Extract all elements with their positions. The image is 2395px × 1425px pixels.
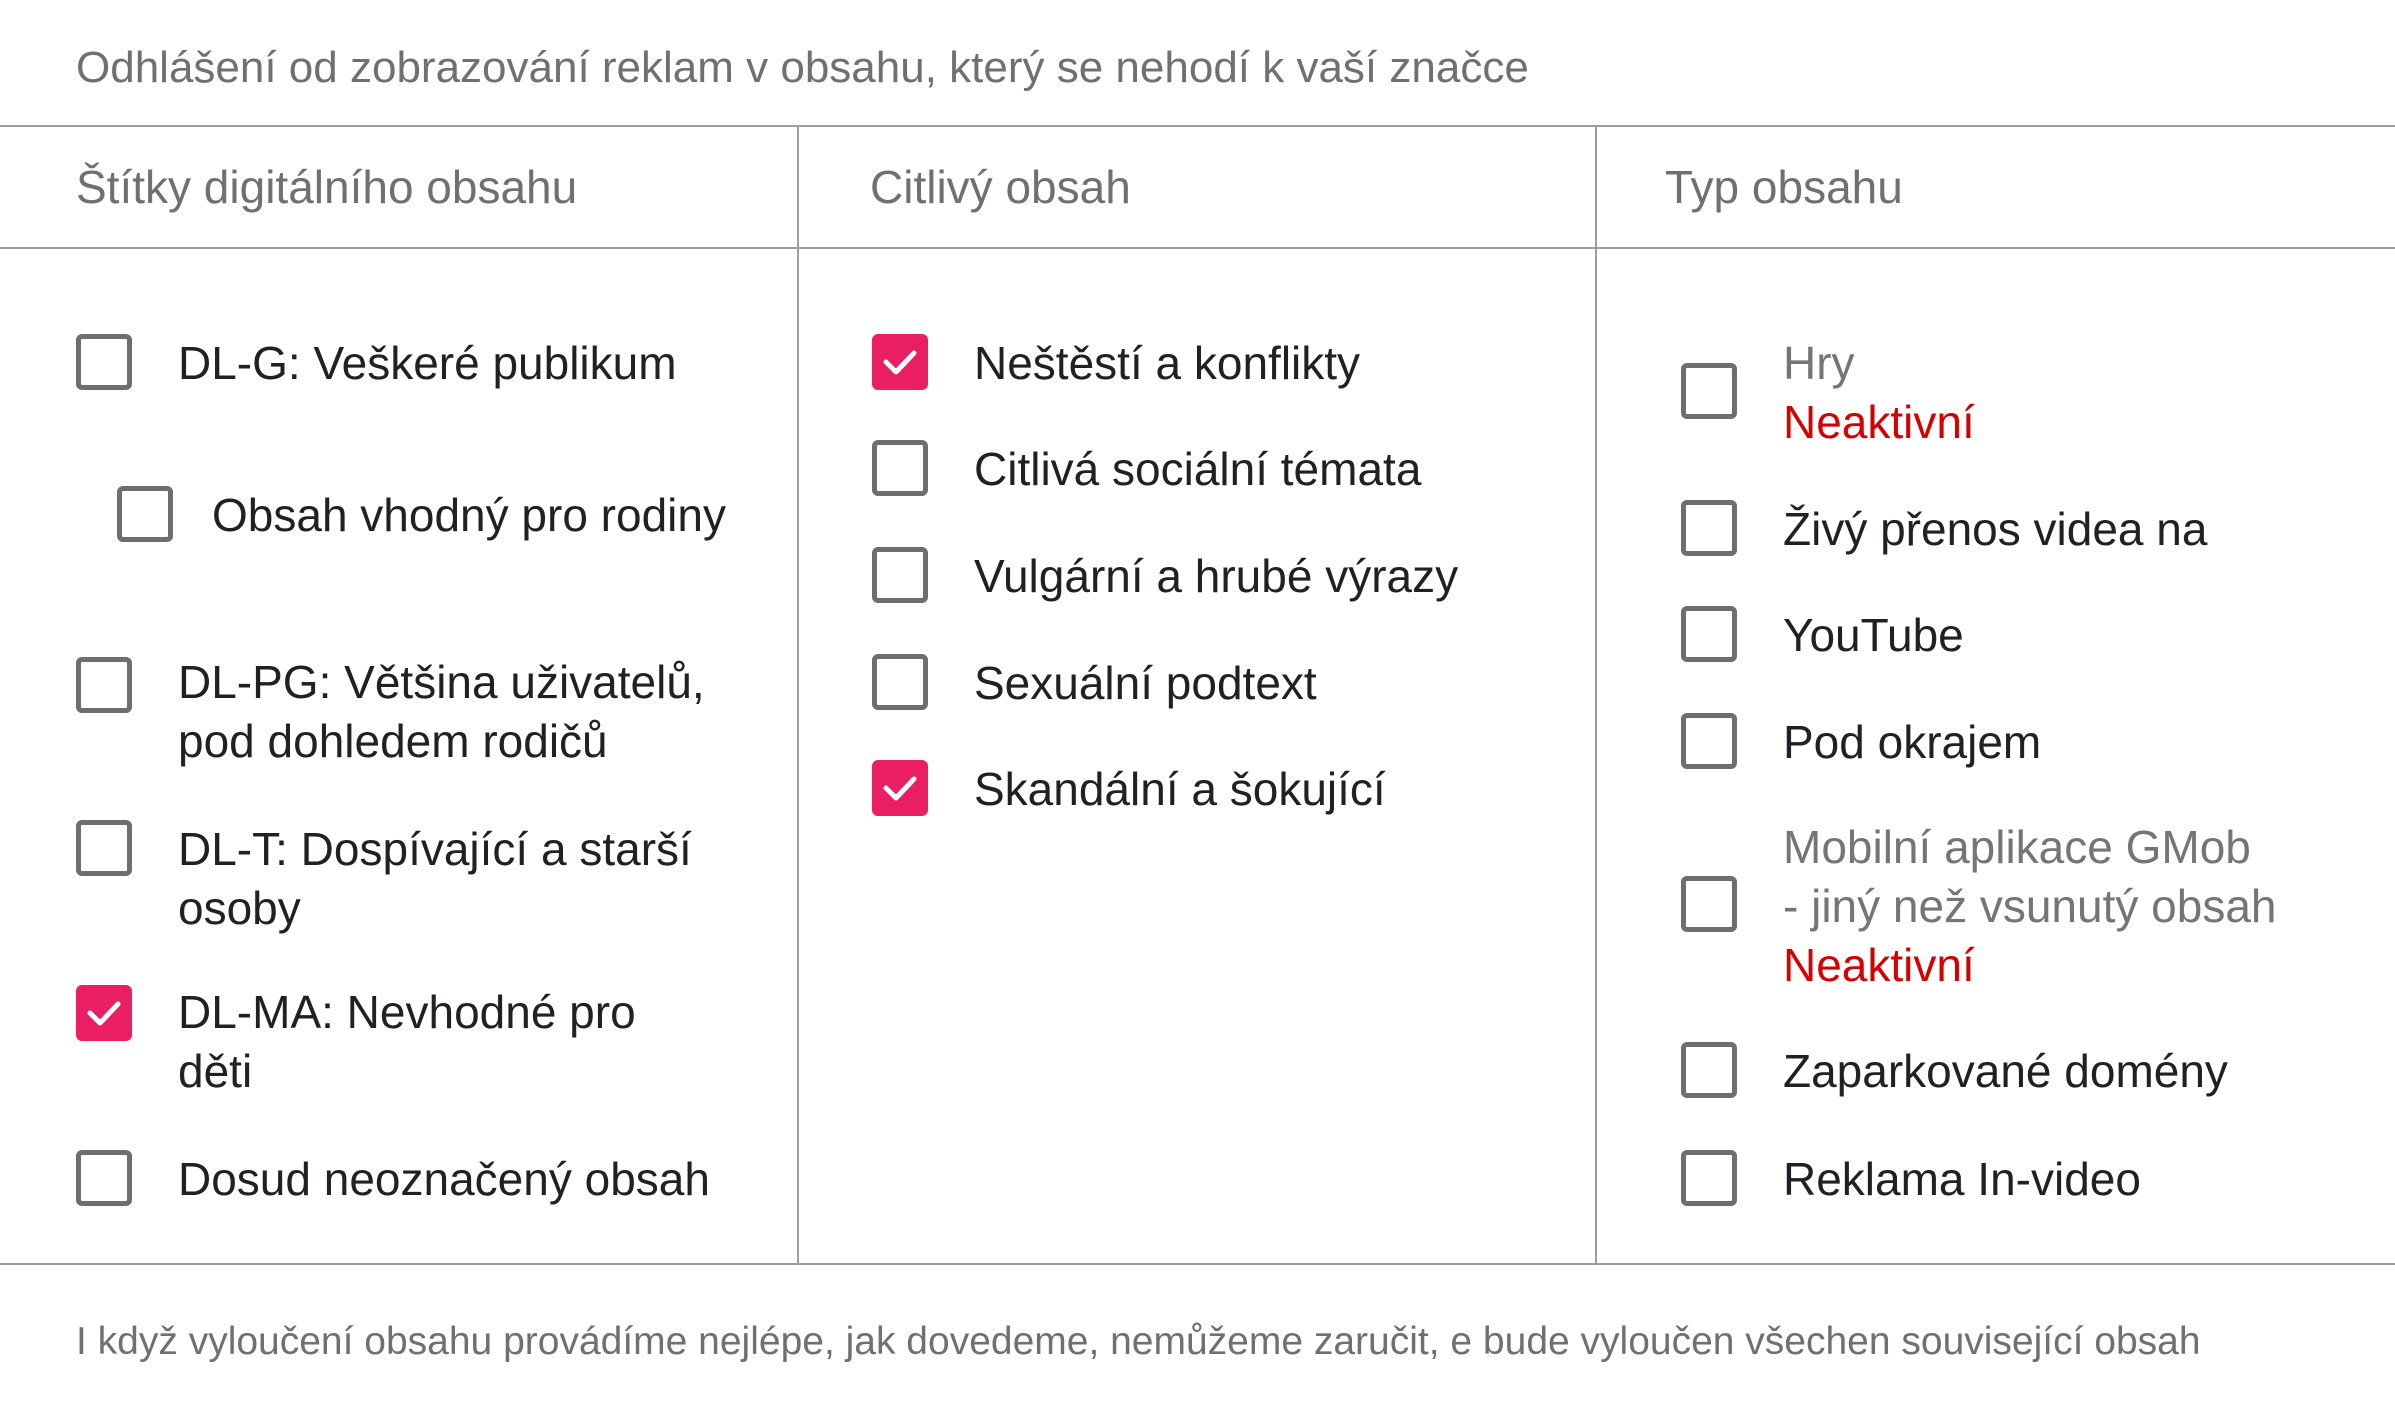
divider-header <box>0 247 2395 249</box>
checkbox-in-video[interactable] <box>1681 1150 1737 1206</box>
checkbox-dl-pg[interactable] <box>76 657 132 713</box>
label-games: Hry Neaktivní <box>1783 334 1975 452</box>
page-title: Odhlášení od zobrazování reklam v obsahu… <box>76 43 1529 92</box>
checkbox-below-fold[interactable] <box>1681 713 1737 769</box>
label-in-video: Reklama In-video <box>1783 1153 2141 1205</box>
label-sexual: Sexuální podtext <box>974 657 1317 709</box>
column-divider-1 <box>797 127 799 1265</box>
column-header-content-type: Typ obsahu <box>1665 161 1903 213</box>
label-sensitive-social: Citlivá sociální témata <box>974 443 1422 495</box>
divider-top <box>0 125 2395 127</box>
status-inactive-games: Neaktivní <box>1783 396 1975 448</box>
checkbox-mobile-apps[interactable] <box>1681 876 1737 932</box>
checkbox-games[interactable] <box>1681 363 1737 419</box>
label-dl-g: DL-G: Veškeré publikum <box>178 337 677 389</box>
label-unlabeled: Dosud neoznačený obsah <box>178 1153 710 1205</box>
label-parked-domains: Zaparkované domény <box>1783 1045 2228 1097</box>
checkbox-dl-t[interactable] <box>76 820 132 876</box>
checkbox-youtube[interactable] <box>1681 606 1737 662</box>
label-tragedy-conflict: Neštěstí a konflikty <box>974 337 1361 389</box>
label-live-stream: Živý přenos videa na <box>1783 503 2208 555</box>
column-header-digital-labels: Štítky digitálního obsahu <box>76 161 578 213</box>
column-divider-2 <box>1595 127 1597 1265</box>
checkbox-parked-domains[interactable] <box>1681 1042 1737 1098</box>
column-header-sensitive-content: Citlivý obsah <box>870 161 1131 213</box>
status-inactive-mobile-apps: Neaktivní <box>1783 939 1975 991</box>
checkbox-sexual[interactable] <box>872 654 928 710</box>
label-dl-pg: DL-PG: Většina uživatelů, pod dohledem r… <box>178 656 705 767</box>
label-dl-ma: DL-MA: Nevhodné pro děti <box>178 986 636 1097</box>
check-icon <box>87 1001 121 1026</box>
label-profanity: Vulgární a hrubé výrazy <box>974 550 1459 602</box>
checkbox-live-stream[interactable] <box>1681 500 1737 556</box>
checkbox-dl-ma[interactable] <box>76 985 132 1041</box>
checkbox-sensational[interactable] <box>872 760 928 816</box>
label-below-fold: Pod okrajem <box>1783 716 2042 768</box>
label-youtube: YouTube <box>1783 609 1964 661</box>
checkbox-dl-g[interactable] <box>76 334 132 390</box>
label-family-content: Obsah vhodný pro rodiny <box>212 489 726 541</box>
divider-bottom <box>0 1263 2395 1265</box>
check-icon <box>883 350 917 375</box>
label-sensational: Skandální a šokující <box>974 763 1386 815</box>
checkbox-profanity[interactable] <box>872 547 928 603</box>
label-dl-t: DL-T: Dospívající a starší osoby <box>178 823 692 934</box>
checkbox-family-content[interactable] <box>117 486 173 542</box>
checkbox-sensitive-social[interactable] <box>872 440 928 496</box>
checkbox-tragedy-conflict[interactable] <box>872 334 928 390</box>
checkbox-unlabeled[interactable] <box>76 1150 132 1206</box>
footer-disclaimer: I když vyloučení obsahu provádíme nejlép… <box>76 1320 2201 1363</box>
label-mobile-apps: Mobilní aplikace GMob - jiný než vsunutý… <box>1783 818 2277 995</box>
check-icon <box>883 776 917 801</box>
